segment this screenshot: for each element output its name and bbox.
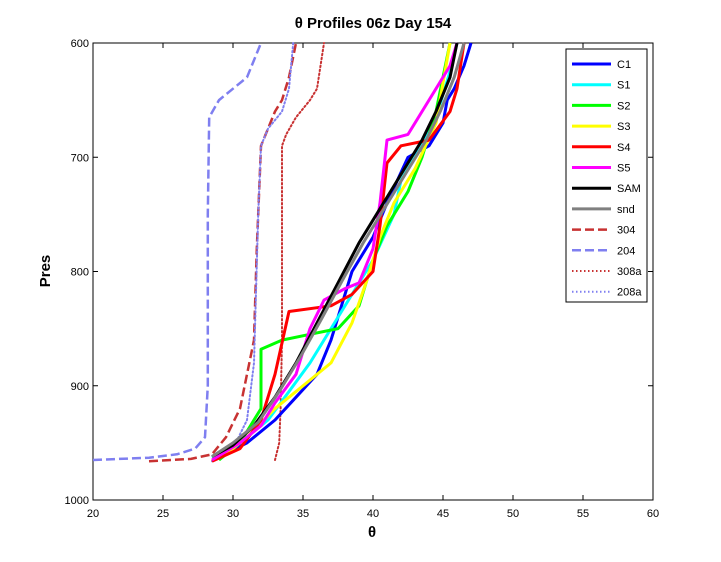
series-line-204 bbox=[92, 42, 263, 462]
y-tick-label: 600 bbox=[71, 38, 89, 50]
series-line-304 bbox=[148, 42, 298, 463]
x-tick-label: 30 bbox=[227, 508, 239, 520]
y-tick-label: 1000 bbox=[65, 495, 89, 507]
series-line-308a bbox=[274, 42, 325, 461]
y-tick-label: 800 bbox=[71, 267, 89, 279]
series-line-snd bbox=[211, 42, 466, 458]
x-tick-label: 20 bbox=[87, 508, 99, 520]
series-line-208a bbox=[211, 42, 295, 463]
legend-label-204: 204 bbox=[617, 245, 635, 257]
chart-title: θ Profiles 06z Day 154 bbox=[295, 15, 452, 32]
x-tick-label: 35 bbox=[297, 508, 309, 520]
legend-label-s3: S3 bbox=[617, 121, 630, 133]
series-line-s3 bbox=[225, 42, 452, 456]
legend-label-s5: S5 bbox=[617, 163, 630, 175]
legend: C1 S1 S2 S3 S4 S5 SAM snd 304 204 308a 208a bbox=[565, 48, 648, 303]
x-tick-label: 40 bbox=[367, 508, 379, 520]
legend-label-c1: C1 bbox=[617, 59, 631, 71]
legend-label-sam: SAM bbox=[617, 183, 641, 195]
series-line-s5 bbox=[211, 42, 459, 462]
series-layer bbox=[92, 42, 473, 463]
legend-label-304: 304 bbox=[617, 225, 635, 237]
legend-box bbox=[565, 48, 648, 303]
series-line-s4 bbox=[211, 42, 466, 463]
y-tick-label: 700 bbox=[71, 152, 89, 164]
ticks-layer: 20 25 30 35 40 45 50 55 60 600 700 800 900 1000 bbox=[65, 38, 660, 520]
legend-items: C1 S1 S2 S3 S4 S5 SAM snd 304 204 308a 208a bbox=[572, 59, 642, 299]
legend-label-208a: 208a bbox=[617, 287, 642, 299]
x-tick-label: 55 bbox=[577, 508, 589, 520]
legend-label-snd: snd bbox=[617, 204, 635, 216]
x-tick-label: 25 bbox=[157, 508, 169, 520]
x-tick-label: 50 bbox=[507, 508, 519, 520]
legend-label-308a: 308a bbox=[617, 266, 642, 278]
y-axis-label: Pres bbox=[37, 255, 54, 288]
x-axis-label: θ bbox=[368, 524, 376, 541]
legend-label-s4: S4 bbox=[617, 142, 630, 154]
legend-label-s1: S1 bbox=[617, 80, 630, 92]
x-tick-label: 45 bbox=[437, 508, 449, 520]
x-tick-label: 60 bbox=[647, 508, 659, 520]
y-tick-label: 900 bbox=[71, 381, 89, 393]
legend-label-s2: S2 bbox=[617, 100, 630, 112]
series-line-s2 bbox=[218, 42, 452, 462]
